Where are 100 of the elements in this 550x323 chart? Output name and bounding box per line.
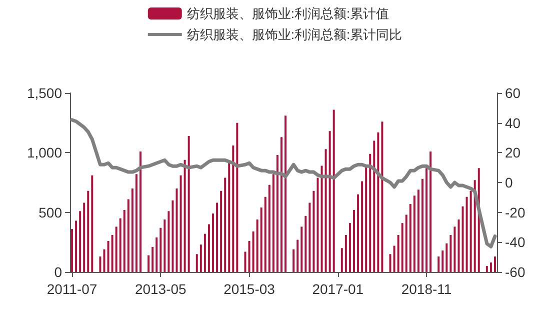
bar [172,200,174,272]
line-series [70,118,497,248]
bar [156,237,158,272]
bar [228,162,230,272]
x-tick-label: 2017-01 [312,281,364,297]
x-tick-label: 2018-11 [401,281,452,297]
bar [180,175,182,272]
y-tick-label: 0 [54,264,62,280]
bar [296,240,299,272]
bar [373,140,376,272]
bar [119,218,122,272]
y-tick-label: 1,500 [26,85,62,101]
bar [232,146,234,272]
bar [365,166,368,272]
bar [176,188,178,272]
bar [438,256,440,272]
bar [450,235,452,272]
bar [216,202,218,272]
bar [442,250,444,272]
bar [417,190,420,272]
bar [454,226,456,272]
bar [148,255,150,272]
bar [256,219,258,272]
bar [413,196,416,272]
bar [103,249,106,272]
bar [75,220,78,272]
bar [252,231,254,272]
bar [280,137,282,272]
bar [91,175,94,272]
bar [470,190,472,272]
y2-tick-label: -60 [505,264,526,280]
bar [99,256,102,272]
bar [168,211,170,272]
bar [220,190,222,272]
y2-tick-label: 0 [505,174,513,190]
bar [71,229,74,272]
bar [466,196,468,272]
bar [357,194,360,272]
bar [184,160,186,272]
y2-tick-label: 40 [505,114,521,131]
bar [397,235,400,272]
bar [200,244,202,272]
bar [212,214,214,272]
bar [421,178,424,272]
bar [115,226,118,272]
bar [135,174,138,272]
bar [208,224,210,272]
bar [292,249,295,272]
bar [361,181,364,272]
bar [381,122,384,272]
bar [352,210,355,272]
y2-tick-label: 20 [505,144,521,161]
bar [369,154,372,272]
bar [308,202,311,272]
bar [268,184,270,272]
bar [204,234,206,272]
bar [446,243,448,272]
bar [348,223,351,272]
y2-tick-label: -20 [505,204,526,220]
bar [107,240,110,272]
bar [111,235,114,272]
y-tick-label: 500 [38,204,62,220]
bar [248,240,250,272]
bar [377,132,380,272]
x-tick-label: 2013-05 [134,281,187,297]
bar [389,254,392,272]
y2-tick-label: 60 [505,85,521,101]
bar [131,188,134,272]
bar [164,219,166,272]
bar [272,174,274,272]
bar [79,211,82,272]
bar [196,254,198,272]
bar [188,136,190,272]
bar [430,151,432,272]
bar [320,166,323,272]
y-tick-label: 1,000 [26,144,62,161]
bar [139,151,142,272]
bar [409,204,412,272]
bar [405,214,408,272]
bar [123,210,126,272]
bar [328,131,331,272]
bar [316,178,319,272]
bar [344,235,347,272]
bar [458,219,460,272]
bar [236,122,238,272]
bar [462,206,464,272]
bar [393,246,396,272]
legend-label: 纺织服装、服饰业:利润总额:累计值 [186,6,390,21]
bar [264,196,266,272]
bar [87,190,90,272]
bar [312,190,315,272]
legend-label: 纺织服装、服饰业:利润总额:累计同比 [186,27,402,42]
bar [340,248,343,272]
bar [244,252,246,272]
bar [83,202,86,272]
bar [127,199,130,272]
bar [300,226,303,272]
bar [332,110,335,272]
bar [152,246,154,272]
y2-tick-label: -40 [505,234,526,250]
